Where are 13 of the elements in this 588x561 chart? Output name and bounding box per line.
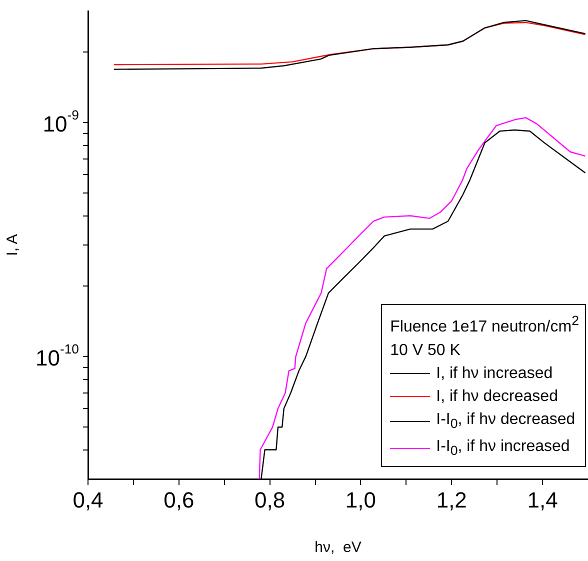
legend-label: I-I$_{0}$, if hν decreased	[436, 410, 576, 433]
x-tick-label: 0,6	[164, 487, 194, 512]
x-tick-label: 0,8	[254, 487, 286, 512]
legend-label: I-I$_{0}$, if hν increased	[436, 436, 570, 460]
x-tick-label: 1,0	[345, 487, 376, 512]
y-axis-title: I, A	[4, 234, 22, 256]
x-tick-label: 1,2	[436, 487, 467, 512]
text: Fluence 1e17 neutron/cm$^{2}$ 10 V 50 K	[390, 313, 579, 359]
legend-label: I, if hν decreased	[436, 386, 558, 407]
x-tick-label: 0,4	[72, 487, 104, 512]
x-tick-label: 1,4	[527, 487, 558, 512]
legend-label: I, if hν increased	[436, 364, 553, 384]
x-axis-title: hν, eV	[314, 539, 362, 556]
